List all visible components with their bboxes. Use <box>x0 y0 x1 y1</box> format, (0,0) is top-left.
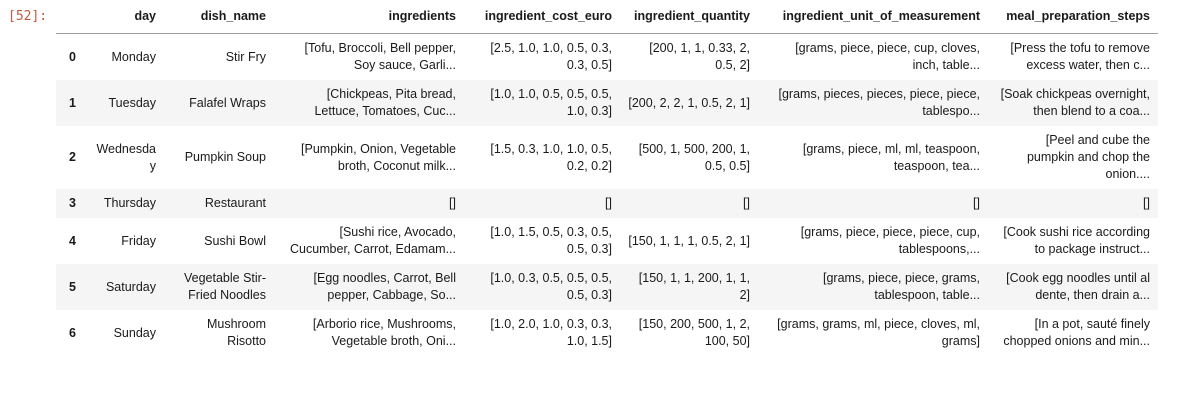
table-row: 1 Tuesday Falafel Wraps [Chickpeas, Pita… <box>56 80 1158 126</box>
cell-meal-preparation-steps: [Cook egg noodles until al dente, then d… <box>1006 271 1150 302</box>
cell-ingredient-cost-euro: [1.0, 0.3, 0.5, 0.5, 0.5, 0.5, 0.3] <box>490 271 612 302</box>
cell-ingredient-quantity: [150, 1, 1, 1, 0.5, 2, 1] <box>628 233 750 248</box>
cell-dish-name: Sushi Bowl <box>204 233 266 248</box>
row-index: 6 <box>69 325 76 340</box>
row-index: 3 <box>69 196 76 210</box>
cell-dish-name: Vegetable Stir-Fried Noodles <box>184 271 266 302</box>
cell-ingredients: [Chickpeas, Pita bread, Lettuce, Tomatoe… <box>314 87 456 118</box>
table-body: 0 Monday Stir Fry [Tofu, Broccoli, Bell … <box>56 34 1158 357</box>
cell-dish-name: Mushroom Risotto <box>206 317 266 348</box>
row-index: 2 <box>69 150 76 164</box>
cell-ingredient-cost-euro: [1.0, 2.0, 1.0, 0.3, 0.3, 1.0, 1.5] <box>490 317 612 348</box>
column-header-meal-preparation-steps: meal_preparation_steps <box>988 3 1158 34</box>
cell-day: Wednesday <box>96 141 156 173</box>
column-header-ingredient-cost-euro: ingredient_cost_euro <box>464 3 620 34</box>
cell-ingredient-quantity: [200, 1, 1, 0.33, 2, 0.5, 2] <box>649 41 750 72</box>
table-row: 0 Monday Stir Fry [Tofu, Broccoli, Bell … <box>56 34 1158 81</box>
row-index: 1 <box>69 95 76 110</box>
dataframe-table: day dish_name ingredients ingredient_cos… <box>56 3 1158 356</box>
table-header: day dish_name ingredients ingredient_cos… <box>56 3 1158 34</box>
table-row: 6 Sunday Mushroom Risotto [Arborio rice,… <box>56 310 1158 356</box>
cell-ingredients: [Egg noodles, Carrot, Bell pepper, Cabba… <box>313 271 456 302</box>
cell-ingredient-cost-euro: [2.5, 1.0, 1.0, 0.5, 0.3, 0.3, 0.5] <box>490 41 612 72</box>
cell-dish-name: Restaurant <box>204 196 266 210</box>
index-column-header <box>56 3 84 34</box>
cell-meal-preparation-steps: [Cook sushi rice according to package in… <box>1003 225 1150 256</box>
cell-day: Monday <box>111 49 156 64</box>
execution-count-prompt: [52]: <box>8 9 48 24</box>
column-header-day: day <box>84 3 164 34</box>
cell-ingredient-quantity: [200, 2, 2, 1, 0.5, 2, 1] <box>628 95 750 110</box>
cell-ingredient-cost-euro: [1.5, 0.3, 1.0, 1.0, 0.5, 0.2, 0.2] <box>490 141 612 173</box>
cell-ingredients: [Tofu, Broccoli, Bell pepper, Soy sauce,… <box>304 41 456 72</box>
cell-ingredient-quantity: [150, 200, 500, 1, 2, 100, 50] <box>638 317 750 348</box>
column-header-ingredient-unit-of-measurement: ingredient_unit_of_measurement <box>758 3 988 34</box>
table-row: 5 Saturday Vegetable Stir-Fried Noodles … <box>56 264 1158 310</box>
cell-ingredient-quantity: [150, 1, 1, 200, 1, 1, 2] <box>638 271 750 302</box>
cell-ingredient-cost-euro: [1.0, 1.5, 0.5, 0.3, 0.5, 0.5, 0.3] <box>490 225 612 256</box>
cell-ingredient-cost-euro: [] <box>605 196 612 210</box>
table-row: 2 Wednesday Pumpkin Soup [Pumpkin, Onion… <box>56 126 1158 189</box>
column-header-ingredients: ingredients <box>274 3 464 34</box>
cell-dish-name: Stir Fry <box>225 49 266 64</box>
cell-ingredient-quantity: [500, 1, 500, 200, 1, 0.5, 0.5] <box>638 141 750 173</box>
cell-ingredients: [Sushi rice, Avocado, Cucumber, Carrot, … <box>289 225 456 256</box>
cell-ingredient-unit-of-measurement: [] <box>973 196 980 210</box>
cell-ingredients: [Pumpkin, Onion, Vegetable broth, Coconu… <box>301 141 456 173</box>
column-header-dish-name: dish_name <box>164 3 274 34</box>
cell-ingredient-unit-of-measurement: [grams, piece, ml, ml, teaspoon, teaspoo… <box>802 141 980 173</box>
row-index: 4 <box>69 233 76 248</box>
cell-day: Thursday <box>103 196 156 210</box>
cell-meal-preparation-steps: [Soak chickpeas overnight, then blend to… <box>1000 87 1150 118</box>
cell-ingredients: [] <box>449 196 456 210</box>
cell-day: Sunday <box>113 325 156 340</box>
column-header-ingredient-quantity: ingredient_quantity <box>620 3 758 34</box>
header-row: day dish_name ingredients ingredient_cos… <box>56 3 1158 34</box>
cell-ingredient-unit-of-measurement: [grams, grams, ml, piece, cloves, ml, gr… <box>777 317 980 348</box>
cell-meal-preparation-steps: [Press the tofu to remove excess water, … <box>1010 41 1150 72</box>
cell-meal-preparation-steps: [In a pot, sauté finely chopped onions a… <box>1003 317 1150 348</box>
table-row: 3 Thursday Restaurant [] [] [] [] [] <box>56 189 1158 218</box>
cell-meal-preparation-steps: [Peel and cube the pumpkin and chop the … <box>1026 133 1150 181</box>
cell-meal-preparation-steps: [] <box>1143 196 1150 210</box>
cell-dish-name: Falafel Wraps <box>189 95 266 110</box>
cell-ingredient-unit-of-measurement: [grams, piece, piece, cup, cloves, inch,… <box>795 41 980 72</box>
cell-day: Friday <box>121 233 156 248</box>
row-index: 0 <box>69 49 76 64</box>
cell-ingredient-unit-of-measurement: [grams, pieces, pieces, piece, piece, ta… <box>778 87 981 118</box>
cell-ingredient-cost-euro: [1.0, 1.0, 0.5, 0.5, 0.5, 1.0, 0.3] <box>490 87 612 118</box>
cell-ingredient-unit-of-measurement: [grams, piece, piece, grams, tablespoon,… <box>822 271 980 302</box>
cell-ingredient-unit-of-measurement: [grams, piece, piece, piece, cup, tables… <box>800 225 980 256</box>
table-row: 4 Friday Sushi Bowl [Sushi rice, Avocado… <box>56 218 1158 264</box>
cell-day: Saturday <box>105 279 156 294</box>
cell-ingredient-quantity: [] <box>743 196 750 210</box>
cell-day: Tuesday <box>108 95 156 110</box>
cell-ingredients: [Arborio rice, Mushrooms, Vegetable brot… <box>312 317 456 348</box>
cell-dish-name: Pumpkin Soup <box>184 150 266 164</box>
row-index: 5 <box>69 279 76 294</box>
